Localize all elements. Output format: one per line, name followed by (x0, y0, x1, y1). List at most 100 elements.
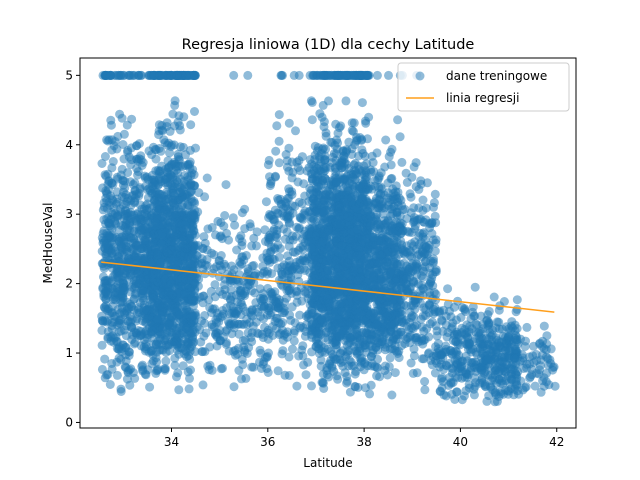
scatter-point (183, 201, 193, 211)
scatter-point (317, 237, 327, 247)
scatter-point (181, 323, 191, 333)
scatter-point (409, 162, 419, 172)
scatter-point (340, 368, 350, 378)
scatter-point (202, 173, 212, 183)
scatter-point (366, 221, 376, 231)
scatter-point (318, 271, 328, 281)
scatter-point (105, 219, 114, 228)
scatter-point (151, 154, 161, 164)
scatter-point (294, 224, 304, 234)
scatter-point (340, 335, 350, 345)
scatter-point (373, 354, 382, 364)
scatter-point (389, 320, 399, 329)
scatter-point (154, 300, 164, 310)
scatter-point (342, 320, 352, 329)
scatter-point (97, 340, 107, 350)
scatter-point (291, 126, 300, 136)
scatter-point (334, 201, 344, 211)
scatter-point (323, 228, 333, 238)
scatter-point (428, 235, 438, 245)
scatter-point (274, 110, 284, 120)
scatter-point (318, 378, 328, 388)
scatter-point (273, 208, 282, 218)
scatter-point (215, 261, 225, 271)
scatter-point (118, 200, 128, 210)
scatter-point (235, 261, 245, 270)
scatter-point (284, 118, 294, 128)
scatter-point (379, 328, 389, 337)
scatter-point (162, 122, 172, 131)
scatter-point (127, 244, 136, 254)
scatter-point (181, 303, 191, 313)
scatter-point (309, 246, 319, 256)
scatter-point (148, 350, 158, 360)
scatter-point (183, 337, 193, 347)
scatter-point (316, 361, 326, 371)
scatter-point (139, 342, 149, 352)
scatter-point (175, 125, 185, 135)
scatter-point (368, 272, 378, 282)
scatter-point (167, 311, 177, 321)
scatter-point (315, 70, 325, 80)
scatter-point (388, 226, 398, 236)
scatter-point (343, 211, 353, 221)
scatter-point (103, 316, 113, 326)
scatter-point (153, 214, 163, 224)
scatter-point (243, 70, 253, 80)
scatter-point (322, 255, 332, 265)
scatter-point (228, 213, 238, 223)
scatter-point (155, 333, 165, 343)
scatter-point (309, 166, 319, 176)
scatter-point (379, 261, 389, 271)
scatter-point (211, 330, 221, 340)
scatter-point (176, 251, 186, 261)
scatter-point (169, 140, 179, 150)
scatter-point (123, 368, 133, 378)
scatter-point (372, 362, 382, 372)
scatter-point (333, 138, 343, 148)
scatter-point (166, 279, 176, 289)
scatter-point (373, 175, 383, 185)
scatter-point (333, 314, 343, 324)
scatter-point (170, 211, 180, 221)
scatter-point (181, 243, 191, 253)
scatter-point (349, 70, 358, 80)
scatter-point (212, 318, 221, 328)
scatter-point (139, 236, 149, 245)
scatter-point (263, 160, 273, 170)
scatter-point (170, 100, 180, 110)
scatter-point (311, 261, 321, 271)
scatter-point (174, 385, 184, 395)
scatter-point (298, 341, 308, 351)
scatter-point (390, 345, 400, 355)
scatter-point (227, 276, 237, 286)
scatter-point (127, 114, 137, 124)
scatter-point (210, 280, 220, 290)
scatter-point (332, 177, 341, 187)
scatter-point (349, 361, 359, 371)
scatter-point (349, 118, 359, 128)
scatter-point (170, 339, 180, 349)
scatter-point (231, 290, 241, 300)
scatter-points (97, 70, 560, 407)
scatter-point (298, 351, 308, 361)
scatter-point (158, 324, 167, 334)
scatter-point (216, 364, 226, 374)
scatter-point (178, 361, 188, 371)
scatter-point (342, 159, 351, 169)
scatter-point (168, 172, 177, 182)
scatter-point (199, 291, 209, 301)
scatter-point (100, 275, 110, 285)
scatter-point (285, 310, 295, 320)
scatter-point (157, 197, 167, 207)
scatter-point (153, 364, 163, 374)
scatter-point (265, 181, 275, 191)
scatter-point (270, 171, 280, 181)
scatter-point (101, 286, 111, 296)
scatter-point (145, 382, 155, 392)
scatter-point (192, 251, 201, 261)
scatter-point (281, 150, 291, 159)
scatter-point (307, 115, 317, 125)
scatter-point (345, 234, 355, 244)
